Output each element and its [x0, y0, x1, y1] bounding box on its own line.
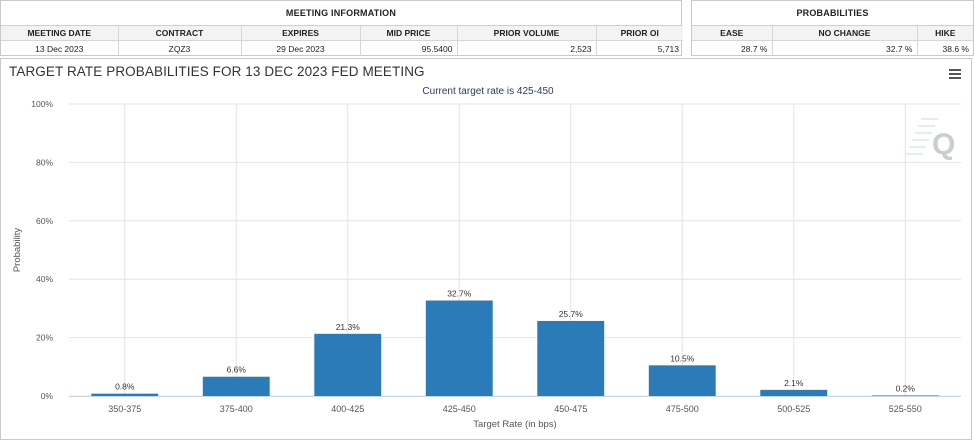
col-header-ease: EASE: [692, 26, 773, 41]
chart-panel: TARGET RATE PROBABILITIES FOR 13 DEC 202…: [0, 58, 972, 440]
meeting-info-title: MEETING INFORMATION: [1, 1, 681, 26]
x-tick-label: 500-525: [777, 404, 810, 414]
x-tick-label: 375-400: [220, 404, 253, 414]
bar: [648, 365, 716, 396]
meeting-info-panel: MEETING INFORMATION MEETING DATE CONTRAC…: [0, 0, 683, 56]
probabilities-header-row: EASE NO CHANGE HIKE: [692, 26, 973, 41]
x-tick-label: 425-450: [443, 404, 476, 414]
col-header-contract: CONTRACT: [118, 26, 242, 41]
bar-data-label: 10.5%: [670, 353, 695, 363]
bar: [425, 300, 493, 396]
x-tick-label: 525-550: [889, 404, 922, 414]
bar-data-label: 0.2%: [896, 383, 916, 393]
y-tick-label: 60%: [36, 216, 53, 226]
bar-data-label: 21.3%: [336, 322, 361, 332]
col-header-mid-price: MID PRICE: [360, 26, 458, 41]
bar-chart: Current target rate is 425-450 Q 0.8% 6.6…: [12, 86, 961, 430]
quikstrike-logo-icon: Q: [906, 118, 955, 161]
bar: [537, 320, 605, 396]
expires-value: 29 Dec 2023: [241, 40, 361, 56]
meeting-date-value: 13 Dec 2023: [1, 40, 119, 56]
chart-title: TARGET RATE PROBABILITIES FOR 13 DEC 202…: [9, 64, 425, 79]
bar-data-label: 32.7%: [447, 289, 472, 299]
y-tick-label: 80%: [36, 157, 53, 167]
meeting-info-table: MEETING DATE CONTRACT EXPIRES MID PRICE …: [1, 26, 683, 56]
bar: [314, 333, 382, 396]
y-tick-label: 100%: [31, 99, 53, 109]
chart-menu-icon[interactable]: [949, 69, 961, 79]
bar: [760, 389, 828, 396]
y-tick-label: 40%: [36, 274, 53, 284]
col-header-no-change: NO CHANGE: [772, 26, 918, 41]
y-axis-title: Probability: [12, 228, 23, 273]
x-axis-title: Target Rate (in bps): [473, 419, 556, 430]
bar-data-label: 2.1%: [784, 378, 804, 388]
col-header-hike: HIKE: [917, 26, 973, 41]
y-tick-label: 20%: [36, 333, 53, 343]
bar-data-label: 25.7%: [559, 309, 584, 319]
x-tick-label: 400-425: [331, 404, 364, 414]
mid-price-value: 95.5400: [360, 40, 458, 56]
col-header-meeting-date: MEETING DATE: [1, 26, 119, 41]
logo-letter: Q: [932, 128, 955, 161]
ease-value: 28.7 %: [692, 40, 773, 56]
probabilities-title: PROBABILITIES: [692, 1, 973, 26]
bar-data-label: 6.6%: [227, 365, 247, 375]
y-tick-label: 0%: [41, 391, 54, 401]
meeting-info-row: 13 Dec 2023 ZQZ3 29 Dec 2023 95.5400 2,5…: [1, 40, 683, 56]
no-change-value: 32.7 %: [772, 40, 918, 56]
bar-data-label: 0.8%: [115, 382, 135, 392]
probabilities-row: 28.7 % 32.7 % 38.6 %: [692, 40, 973, 56]
prior-volume-value: 2,523: [457, 40, 597, 56]
probabilities-table: EASE NO CHANGE HIKE 28.7 % 32.7 % 38.6 %: [692, 26, 973, 56]
hike-value: 38.6 %: [942, 43, 969, 54]
bar: [202, 376, 270, 396]
x-tick-label: 450-475: [554, 404, 587, 414]
bar: [871, 395, 939, 396]
contract-value: ZQZ3: [118, 40, 242, 56]
probabilities-panel: PROBABILITIES EASE NO CHANGE HIKE 28.7 %…: [691, 0, 974, 56]
x-tick-label: 350-375: [108, 404, 141, 414]
meeting-info-header-row: MEETING DATE CONTRACT EXPIRES MID PRICE …: [1, 26, 683, 41]
x-tick-label: 475-500: [666, 404, 699, 414]
col-header-prior-volume: PRIOR VOLUME: [457, 26, 597, 41]
bar: [91, 393, 159, 396]
prior-oi-value: 5,713: [657, 43, 679, 54]
chart-subtitle: Current target rate is 425-450: [422, 86, 554, 97]
col-header-expires: EXPIRES: [241, 26, 361, 41]
col-header-prior-oi: PRIOR OI: [596, 26, 683, 41]
